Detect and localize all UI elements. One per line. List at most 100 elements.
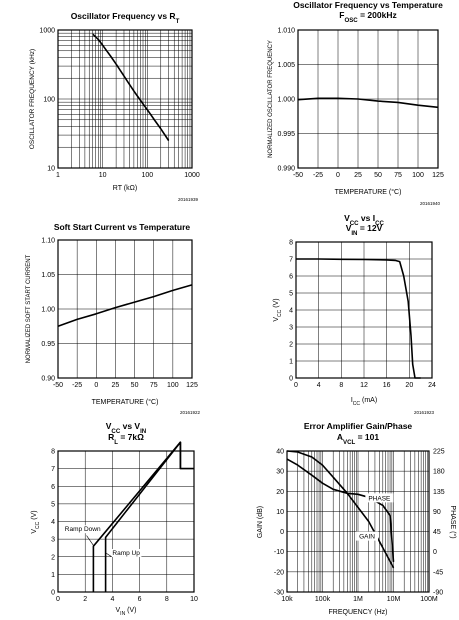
c3-xtick-label: 50 xyxy=(131,382,139,389)
undefined-point xyxy=(332,476,334,478)
undefined-point xyxy=(420,377,422,379)
undefined-point xyxy=(340,258,342,260)
c6-ytick-label-right: 90 xyxy=(433,509,441,516)
undefined-point xyxy=(57,325,59,327)
c5-annotation-bg xyxy=(111,548,142,557)
undefined-point xyxy=(318,258,320,260)
c4-ytick-label: 7 xyxy=(289,257,293,264)
undefined xyxy=(296,258,421,379)
c6-xtick-label: 100M xyxy=(420,596,438,603)
c6-ytick-label-right: 0 xyxy=(433,549,437,556)
c5-xtick-label: 10 xyxy=(190,596,198,603)
c4-xtick-label: 16 xyxy=(383,382,391,389)
undefined-point xyxy=(311,474,313,476)
c6-title: Error Amplifier Gain/Phase xyxy=(304,421,413,431)
c4-figure-id: 20161923 xyxy=(414,410,435,415)
undefined-point xyxy=(437,106,439,108)
undefined-point xyxy=(172,289,174,291)
c3-y-axis-label: NORMALIZED SOFT START CURRENT xyxy=(26,254,32,363)
c5-plot-frame xyxy=(57,450,195,593)
c4-plot-frame xyxy=(295,241,433,379)
c6-plot-frame xyxy=(286,450,430,593)
c5-title: VCC vs VIN xyxy=(106,421,146,435)
c2-xtick-label: 125 xyxy=(432,172,444,179)
c5-grid xyxy=(57,450,195,593)
c1-ytick-label: 1000 xyxy=(39,28,55,35)
undefined-point xyxy=(417,104,419,106)
c5-y-axis-label: VCC (V) xyxy=(31,510,41,533)
c5-annotation-bg xyxy=(63,525,98,534)
c4-xtick-label: 20 xyxy=(405,382,413,389)
c2-ytick-label: 0.990 xyxy=(277,166,295,173)
undefined-point xyxy=(393,567,394,569)
undefined-point xyxy=(414,377,416,379)
undefined-point xyxy=(363,259,365,260)
c6-series-label-phase: PHASE xyxy=(368,495,391,502)
undefined-point xyxy=(377,100,379,102)
c2-grid xyxy=(297,29,439,169)
undefined xyxy=(92,33,170,141)
c6-ytick-label-right: 45 xyxy=(433,529,441,536)
c1-xtick-label: 10 xyxy=(99,172,107,179)
c6-ytick-label: 20 xyxy=(276,489,284,496)
c3-xtick-label: 25 xyxy=(112,382,120,389)
c3-grid xyxy=(57,239,193,379)
c5-annotation-ramp-up: Ramp Up xyxy=(112,550,140,557)
undefined-point xyxy=(123,75,125,77)
c3-xtick-label: -25 xyxy=(72,382,82,389)
c3-xtick-label: 125 xyxy=(186,382,198,389)
c1-xtick-label: 1 xyxy=(56,172,60,179)
true-point xyxy=(180,441,181,443)
c6-xtick-label: 10M xyxy=(387,596,401,603)
undefined xyxy=(286,458,395,562)
c2-xtick-label: 100 xyxy=(412,172,424,179)
c4-y-axis-label: VCC (V) xyxy=(273,298,283,321)
c6-ytick-label: 0 xyxy=(280,529,284,536)
c3-ytick-label: 0.90 xyxy=(41,376,55,383)
true-point xyxy=(92,545,94,547)
c4-ytick-label: 3 xyxy=(289,325,293,332)
c5-xtick-label: 2 xyxy=(83,596,87,603)
c5-ytick-label: 8 xyxy=(51,449,55,456)
c6-ytick-label-right: -90 xyxy=(433,590,443,597)
undefined-point xyxy=(410,335,412,336)
undefined xyxy=(57,284,193,328)
c1-figure-id: 20161939 xyxy=(178,197,199,202)
c3-plot-frame xyxy=(57,239,193,379)
undefined-point xyxy=(382,504,384,506)
undefined-point xyxy=(105,591,106,593)
undefined-point xyxy=(133,90,135,92)
true-point xyxy=(180,468,181,470)
c2-y-axis-label: NORMALIZED OSCILLATOR FREQUENCY xyxy=(268,40,274,158)
undefined-point xyxy=(337,97,339,99)
c5-xtick-label: 8 xyxy=(165,596,169,603)
undefined-point xyxy=(95,313,97,315)
undefined-point xyxy=(142,103,144,105)
c3-figure-id: 20161922 xyxy=(180,410,201,415)
undefined-point xyxy=(92,33,94,35)
c1-ytick-label: 100 xyxy=(43,97,55,104)
c6-ytick-label: 10 xyxy=(276,509,284,516)
undefined-point xyxy=(394,259,396,261)
c3-ytick-label: 1.00 xyxy=(41,307,55,314)
undefined-point xyxy=(332,488,334,490)
undefined-point xyxy=(297,99,299,101)
c6-ytick-label: -30 xyxy=(274,590,284,597)
c1-title: Oscillator Frequency vs RT xyxy=(71,11,180,25)
undefined-point xyxy=(346,492,348,494)
c2-xtick-label: 50 xyxy=(374,172,382,179)
c2-xtick-label: 25 xyxy=(354,172,362,179)
undefined-point xyxy=(105,536,106,538)
c5-xtick-label: 0 xyxy=(56,596,60,603)
c4-ytick-label: 6 xyxy=(289,274,293,281)
c4-ytick-label: 0 xyxy=(289,376,293,383)
c1-ytick-label: 10 xyxy=(47,166,55,173)
undefined-point xyxy=(317,97,319,99)
c4-ytick-label: 4 xyxy=(289,308,293,315)
c2-xtick-label: 75 xyxy=(394,172,402,179)
c6-ytick-label-right: 180 xyxy=(433,469,445,476)
undefined-point xyxy=(146,109,148,111)
c5-annotation-leader-ramp-up xyxy=(106,552,112,558)
c4-x-axis-label: ICC (mA) xyxy=(351,397,377,407)
c4-ytick-label: 1 xyxy=(289,359,293,366)
